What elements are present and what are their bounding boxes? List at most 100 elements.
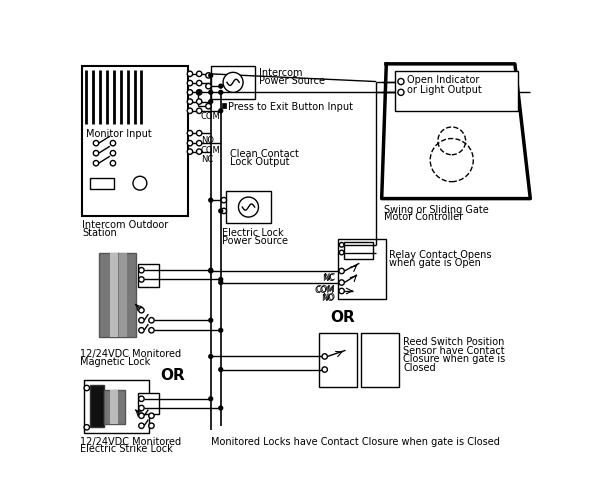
Circle shape bbox=[149, 318, 154, 323]
Circle shape bbox=[110, 140, 116, 146]
Text: NC: NC bbox=[323, 274, 336, 282]
Circle shape bbox=[139, 413, 144, 418]
Circle shape bbox=[139, 423, 144, 428]
Text: Intercom Outdoor: Intercom Outdoor bbox=[82, 220, 169, 230]
Text: NC: NC bbox=[322, 274, 334, 283]
Circle shape bbox=[139, 308, 144, 313]
Circle shape bbox=[197, 71, 202, 76]
Circle shape bbox=[197, 99, 202, 104]
Circle shape bbox=[219, 328, 223, 332]
Circle shape bbox=[219, 109, 223, 112]
Circle shape bbox=[398, 78, 404, 84]
Bar bbox=[110, 390, 117, 424]
Text: Open Indicator: Open Indicator bbox=[407, 76, 479, 86]
Circle shape bbox=[197, 80, 202, 86]
Circle shape bbox=[187, 130, 193, 136]
Circle shape bbox=[209, 198, 213, 202]
Circle shape bbox=[149, 423, 154, 428]
Bar bbox=[361, 334, 399, 387]
Circle shape bbox=[197, 90, 202, 95]
Circle shape bbox=[187, 140, 193, 146]
Text: 12/24VDC Monitored: 12/24VDC Monitored bbox=[80, 349, 181, 359]
Circle shape bbox=[139, 396, 144, 402]
Circle shape bbox=[110, 160, 116, 166]
Circle shape bbox=[221, 208, 226, 214]
Bar bbox=[90, 385, 104, 428]
Text: Monitored Locks have Contact Closure when gate is Closed: Monitored Locks have Contact Closure whe… bbox=[211, 438, 499, 448]
Circle shape bbox=[438, 127, 465, 154]
Text: Motor Controller: Motor Controller bbox=[384, 212, 463, 222]
Circle shape bbox=[322, 367, 327, 372]
Circle shape bbox=[139, 328, 144, 333]
Text: NO: NO bbox=[322, 294, 336, 302]
Circle shape bbox=[209, 74, 213, 78]
Circle shape bbox=[398, 90, 404, 96]
Bar bbox=[318, 334, 357, 387]
Circle shape bbox=[197, 149, 202, 154]
Circle shape bbox=[219, 406, 223, 410]
Bar bbox=[138, 392, 159, 414]
Circle shape bbox=[94, 150, 99, 156]
Circle shape bbox=[219, 278, 223, 281]
Text: Swing or Sliding Gate: Swing or Sliding Gate bbox=[384, 205, 489, 215]
Circle shape bbox=[219, 280, 223, 284]
Circle shape bbox=[206, 84, 211, 89]
Circle shape bbox=[206, 104, 211, 109]
Text: Press to Exit Button Input: Press to Exit Button Input bbox=[228, 102, 353, 113]
Bar bbox=[395, 71, 518, 111]
Circle shape bbox=[94, 140, 99, 146]
Circle shape bbox=[339, 288, 344, 294]
Circle shape bbox=[238, 197, 259, 217]
Circle shape bbox=[187, 99, 193, 104]
Circle shape bbox=[209, 268, 213, 272]
Circle shape bbox=[187, 71, 193, 76]
Text: COM: COM bbox=[201, 146, 221, 155]
Text: COM: COM bbox=[201, 112, 221, 122]
Circle shape bbox=[223, 72, 243, 92]
Bar bbox=[338, 238, 386, 298]
Circle shape bbox=[197, 130, 202, 136]
Text: or Light Output: or Light Output bbox=[407, 84, 482, 94]
Bar bbox=[82, 66, 188, 216]
Text: Electric Strike Lock: Electric Strike Lock bbox=[80, 444, 173, 454]
Circle shape bbox=[149, 328, 154, 333]
Circle shape bbox=[339, 280, 344, 285]
Circle shape bbox=[94, 160, 99, 166]
Circle shape bbox=[209, 354, 213, 358]
Circle shape bbox=[139, 318, 144, 323]
Circle shape bbox=[219, 209, 223, 213]
Text: Closure when gate is: Closure when gate is bbox=[403, 354, 505, 364]
Text: 12/24VDC Monitored: 12/24VDC Monitored bbox=[80, 438, 181, 448]
Circle shape bbox=[187, 108, 193, 114]
Circle shape bbox=[139, 277, 144, 282]
Bar bbox=[110, 252, 117, 337]
Circle shape bbox=[110, 150, 116, 156]
Bar bbox=[138, 264, 159, 287]
Bar bbox=[119, 252, 127, 337]
Circle shape bbox=[187, 149, 193, 154]
Bar bbox=[104, 390, 125, 424]
Text: COM: COM bbox=[314, 286, 334, 294]
Text: Clean Contact: Clean Contact bbox=[230, 148, 299, 158]
Circle shape bbox=[139, 268, 144, 273]
Bar bbox=[83, 380, 149, 434]
Bar bbox=[222, 103, 226, 108]
Circle shape bbox=[133, 176, 147, 190]
Text: Reed Switch Position: Reed Switch Position bbox=[403, 337, 505, 347]
Circle shape bbox=[209, 269, 213, 273]
Text: COM: COM bbox=[316, 285, 336, 294]
Text: Power Source: Power Source bbox=[222, 236, 288, 246]
Polygon shape bbox=[381, 64, 530, 198]
Circle shape bbox=[339, 268, 344, 274]
Text: Monitor Input: Monitor Input bbox=[86, 130, 152, 140]
Text: NO: NO bbox=[321, 294, 334, 303]
Text: Sensor have Contact: Sensor have Contact bbox=[403, 346, 505, 356]
Text: Electric Lock: Electric Lock bbox=[222, 228, 284, 238]
Text: OR: OR bbox=[161, 368, 185, 383]
Circle shape bbox=[139, 406, 144, 410]
Circle shape bbox=[339, 250, 344, 255]
Text: NC: NC bbox=[201, 154, 213, 164]
Circle shape bbox=[209, 100, 213, 103]
Bar bbox=[344, 242, 373, 260]
Circle shape bbox=[197, 108, 202, 114]
